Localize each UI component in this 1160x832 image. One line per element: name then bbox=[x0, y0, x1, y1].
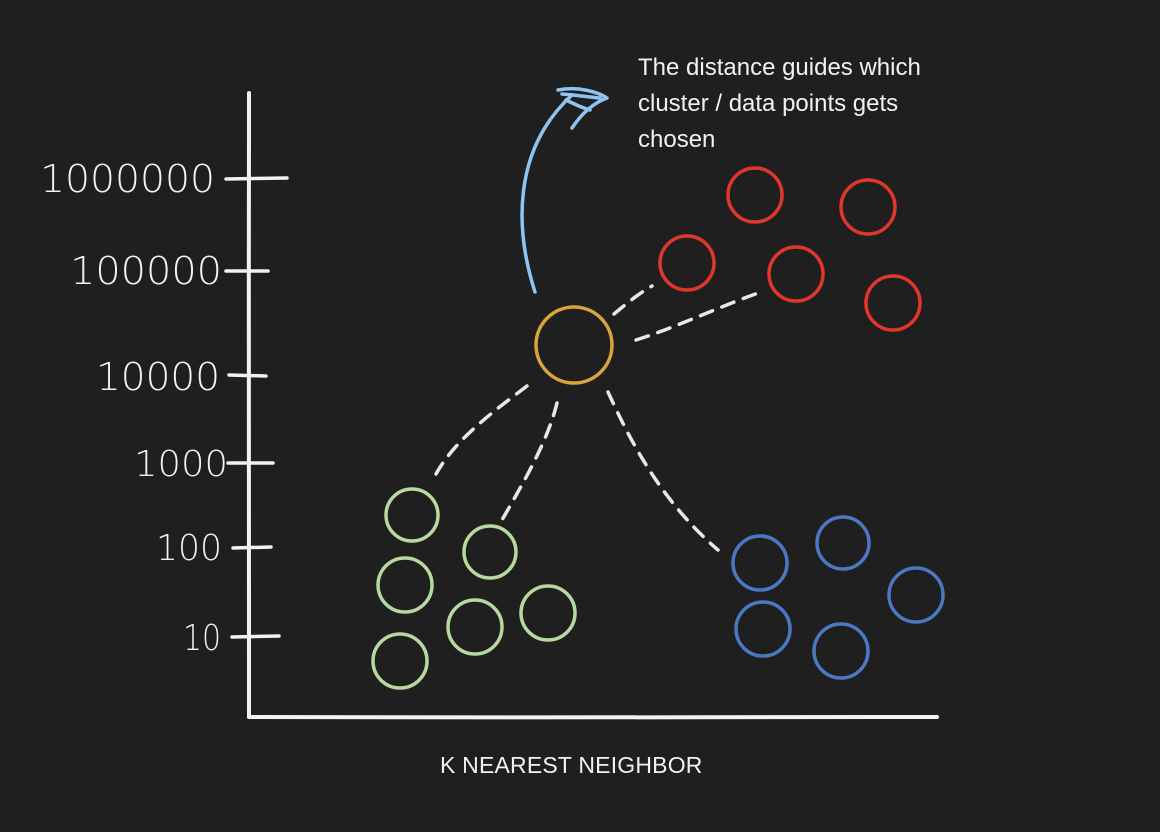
tick-label-100: 100 bbox=[156, 528, 222, 569]
tick-label-100000: 100000 bbox=[70, 249, 222, 293]
tick-mark-1000000 bbox=[224, 176, 289, 181]
cluster-red bbox=[658, 166, 922, 332]
red-point bbox=[864, 274, 922, 332]
red-point bbox=[839, 178, 897, 236]
green-point bbox=[371, 632, 429, 690]
tick-label-1000: 1000 bbox=[134, 444, 228, 485]
y-axis-ticks bbox=[224, 176, 289, 639]
annotation-line: The distance guides which bbox=[638, 54, 921, 81]
red-point bbox=[658, 234, 716, 292]
distance-dashes bbox=[434, 284, 766, 552]
y-axis-tick-labels: 1000000 100000 10000 1000 100 10 bbox=[40, 157, 228, 659]
tick-mark-10 bbox=[230, 634, 281, 639]
blue-point bbox=[815, 515, 871, 571]
tick-label-10: 10 bbox=[183, 618, 221, 659]
dash-to-green-top bbox=[434, 384, 529, 476]
x-axis-label: K NEAREST NEIGHBOR bbox=[440, 752, 703, 778]
dash-to-green-mid bbox=[500, 401, 559, 522]
annotation-line: cluster / data points gets bbox=[638, 90, 899, 117]
tick-label-1000000: 1000000 bbox=[40, 157, 215, 201]
cluster-green bbox=[371, 487, 577, 690]
blue-point bbox=[734, 600, 792, 658]
green-point bbox=[446, 598, 504, 656]
query-point bbox=[534, 305, 614, 385]
green-point bbox=[376, 556, 434, 614]
dash-to-blue bbox=[606, 390, 720, 552]
green-point bbox=[462, 524, 518, 580]
green-point bbox=[519, 584, 577, 642]
arrow-head bbox=[556, 86, 609, 130]
dash-to-red-mid bbox=[634, 289, 766, 342]
blue-point bbox=[731, 534, 789, 592]
red-point bbox=[726, 166, 784, 224]
blue-point bbox=[887, 566, 945, 624]
red-point bbox=[767, 245, 825, 303]
dash-to-red-near bbox=[612, 284, 654, 316]
cluster-blue bbox=[731, 515, 945, 680]
arrow-icon bbox=[520, 86, 609, 294]
annotation-text: The distance guides which cluster / data… bbox=[638, 50, 978, 158]
tick-mark-100 bbox=[231, 545, 273, 550]
tick-mark-10000 bbox=[227, 373, 268, 378]
tick-label-10000: 10000 bbox=[96, 355, 220, 399]
annotation-line: chosen bbox=[638, 126, 716, 153]
green-point bbox=[384, 487, 440, 543]
blue-point bbox=[812, 622, 870, 680]
arrow-shaft bbox=[520, 93, 574, 294]
